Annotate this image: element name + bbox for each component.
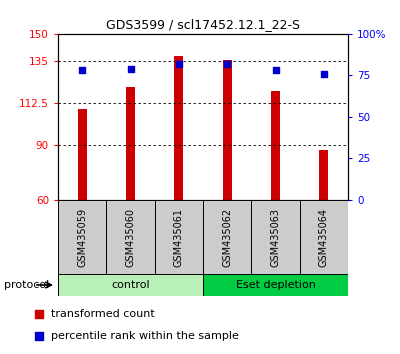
Text: GSM435060: GSM435060 — [126, 208, 136, 267]
Point — [272, 67, 279, 73]
Bar — [58, 200, 106, 274]
Point — [79, 67, 85, 73]
Bar — [223, 59, 232, 200]
Text: GSM435064: GSM435064 — [319, 208, 329, 267]
Text: GSM435061: GSM435061 — [174, 208, 184, 267]
Point — [224, 61, 230, 67]
Point — [127, 66, 134, 72]
Text: percentile rank within the sample: percentile rank within the sample — [51, 331, 239, 341]
Text: GSM435059: GSM435059 — [77, 207, 87, 267]
Text: control: control — [111, 280, 150, 290]
Text: Eset depletion: Eset depletion — [236, 280, 316, 290]
Text: GSM435062: GSM435062 — [222, 207, 232, 267]
Bar — [155, 200, 203, 274]
Bar — [58, 274, 203, 296]
Bar — [78, 109, 86, 200]
Point — [36, 333, 42, 339]
Bar — [320, 150, 328, 200]
Bar — [251, 200, 300, 274]
Text: protocol: protocol — [4, 280, 49, 290]
Point — [176, 61, 182, 67]
Point — [321, 71, 327, 76]
Point — [36, 311, 42, 316]
Text: transformed count: transformed count — [51, 308, 155, 319]
Title: GDS3599 / scl17452.12.1_22-S: GDS3599 / scl17452.12.1_22-S — [106, 18, 300, 31]
Bar — [174, 56, 183, 200]
Bar — [271, 91, 280, 200]
Bar — [300, 200, 348, 274]
Text: GSM435063: GSM435063 — [270, 208, 280, 267]
Bar — [203, 274, 348, 296]
Bar — [126, 87, 135, 200]
Bar — [203, 200, 251, 274]
Bar — [106, 200, 155, 274]
